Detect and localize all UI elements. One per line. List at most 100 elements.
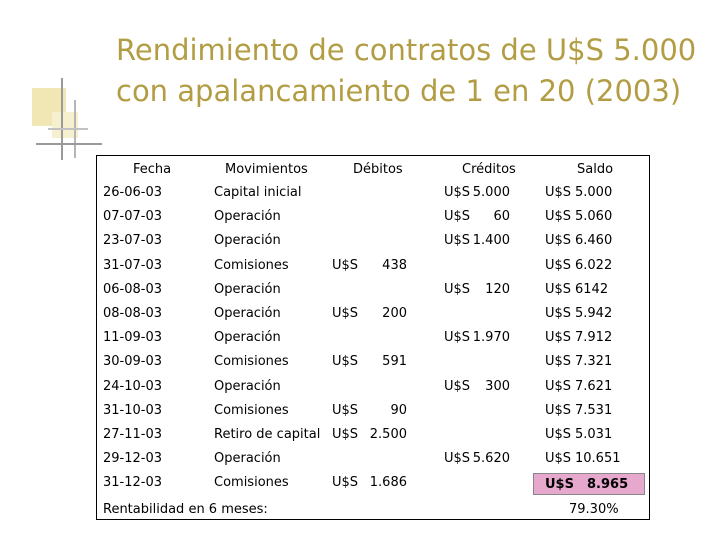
row-movement: Operación [214,209,281,224]
balance-amount: 5.031 [575,427,613,442]
balance-amount: 8.965 [587,477,629,492]
balance-currency: U$S [545,427,572,442]
title-line-1: Rendimiento de contratos de U$S 5.000 [116,33,697,67]
decor-line [36,143,102,145]
balance-currency: U$S [545,282,572,297]
balance-currency: U$S [545,306,572,321]
balance-currency: U$S [545,258,572,273]
header-saldo: Saldo [577,162,614,177]
credit-amount: 120 [485,282,510,297]
balance-amount: 5.060 [575,209,613,224]
balance-currency: U$S [545,477,574,492]
table-row: 27-11-03 Retiro de capital U$S 2.500 U$S 5.03… [97,424,649,446]
table-row: 31-10-03 Comisiones U$S 90 U$S 7.531 [97,400,649,422]
credit-amount: 1.970 [472,330,510,345]
balance-amount: 6.460 [575,233,613,248]
debit-amount: 2.500 [369,427,407,442]
balance-amount: 6.022 [575,258,613,273]
table-row: 08-08-03 Operación U$S 200 U$S 5.942 [97,303,649,325]
row-movement: Operación [214,282,281,297]
table-row: 24-10-03 Operación U$S 300 U$S 7.621 [97,376,649,398]
debit-currency: U$S [332,306,359,321]
table-row: 11-09-03 Operación U$S 1.970 U$S 7.912 [97,327,649,349]
credit-amount: 1.400 [472,233,510,248]
credit-amount: 5.000 [472,185,510,200]
table-row: 06-08-03 Operación U$S 120 U$S 6142 [97,279,649,301]
balance-amount: 7.531 [575,403,613,418]
row-date: 23-07-03 [103,233,163,248]
debit-amount: 200 [382,306,407,321]
row-movement: Retiro de capital [214,427,321,442]
row-movement: Comisiones [214,403,289,418]
debit-currency: U$S [332,354,359,369]
row-movement: Capital inicial [214,185,302,200]
row-movement: Comisiones [214,475,289,490]
balance-currency: U$S [545,451,572,466]
header-fecha: Fecha [133,162,172,177]
balance-currency: U$S [545,403,572,418]
row-movement: Operación [214,233,281,248]
row-movement: Comisiones [214,258,289,273]
title-line-2: con apalancamiento de 1 en 20 (2003) [116,74,682,108]
row-movement: Operación [214,379,281,394]
row-movement: Comisiones [214,354,289,369]
balance-amount: 5.942 [575,306,613,321]
header-creditos: Créditos [462,162,516,177]
row-date: 27-11-03 [103,427,163,442]
row-date: 30-09-03 [103,354,163,369]
row-date: 07-07-03 [103,209,163,224]
returns-table: Fecha Movimientos Débitos Créditos Saldo… [96,155,650,520]
rentabilidad-label: Rentabilidad en 6 meses: [103,502,268,517]
balance-currency: U$S [545,209,572,224]
decor-line [48,128,88,130]
credit-amount: 300 [485,379,510,394]
balance-currency: U$S [545,330,572,345]
credit-currency: U$S [444,209,471,224]
row-date: 11-09-03 [103,330,163,345]
table-row: 31-12-03 Comisiones U$S 1.686 U$S 8.965 [97,472,649,494]
row-date: 08-08-03 [103,306,163,321]
decor-square [52,112,78,138]
credit-currency: U$S [444,330,471,345]
decor-line [61,78,63,160]
balance-amount: 5.000 [575,185,613,200]
balance-amount: 7.912 [575,330,613,345]
table-row: 26-06-03 Capital inicial U$S 5.000 U$S 5.000 [97,182,649,204]
row-date: 06-08-03 [103,282,163,297]
header-debitos: Débitos [353,162,403,177]
table-row: 30-09-03 Comisiones U$S 591 U$S 7.321 [97,351,649,373]
credit-currency: U$S [444,233,471,248]
row-date: 29-12-03 [103,451,163,466]
balance-currency: U$S [545,379,572,394]
debit-amount: 591 [382,354,407,369]
final-balance-highlight [533,473,645,495]
row-movement: Operación [214,306,281,321]
debit-amount: 90 [390,403,407,418]
row-date: 31-12-03 [103,475,163,490]
balance-amount: 7.321 [575,354,613,369]
header-movimientos: Movimientos [225,162,308,177]
balance-currency: U$S [545,233,572,248]
credit-amount: 60 [493,209,510,224]
balance-currency: U$S [545,354,572,369]
slide-title: Rendimiento de contratos de U$S 5.000 co… [116,30,716,112]
balance-amount: 10.651 [575,451,621,466]
table-row: 23-07-03 Operación U$S 1.400 U$S 6.460 [97,230,649,252]
row-date: 31-10-03 [103,403,163,418]
row-movement: Operación [214,451,281,466]
table-row: 29-12-03 Operación U$S 5.620 U$S 10.651 [97,448,649,470]
credit-currency: U$S [444,282,471,297]
balance-amount: 7.621 [575,379,613,394]
table-row: 31-07-03 Comisiones U$S 438 U$S 6.022 [97,255,649,277]
row-date: 26-06-03 [103,185,163,200]
balance-amount: 6142 [575,282,609,297]
credit-currency: U$S [444,451,471,466]
credit-amount: 5.620 [472,451,510,466]
debit-currency: U$S [332,258,359,273]
credit-currency: U$S [444,185,471,200]
credit-currency: U$S [444,379,471,394]
table-row: 07-07-03 Operación U$S 60 U$S 5.060 [97,206,649,228]
row-date: 24-10-03 [103,379,163,394]
row-date: 31-07-03 [103,258,163,273]
debit-amount: 438 [382,258,407,273]
